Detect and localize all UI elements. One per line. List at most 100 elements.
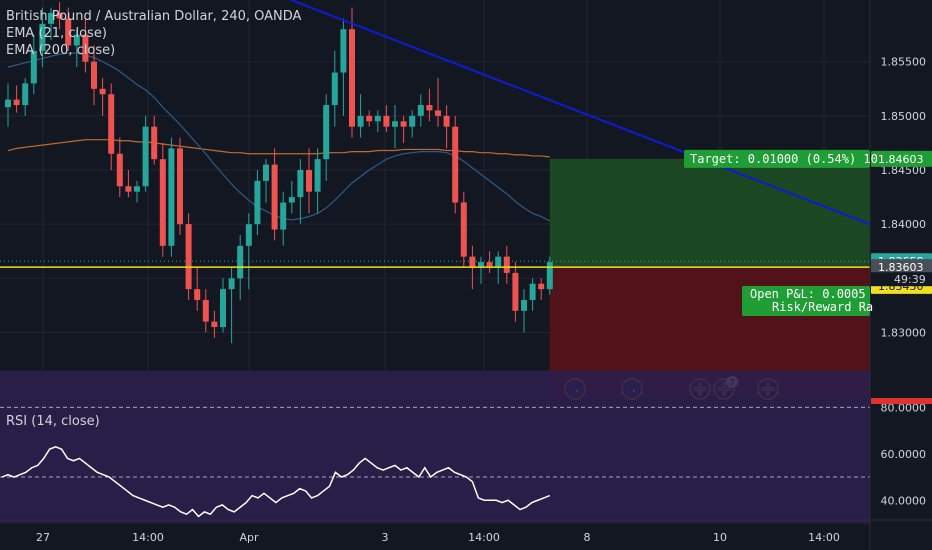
rsi-tick-label: 60.0000 bbox=[881, 448, 927, 461]
chart-title: British Pound / Australian Dollar, 240, … bbox=[6, 9, 302, 24]
profit-zone bbox=[549, 158, 870, 268]
candle bbox=[357, 115, 364, 127]
ema-200-line bbox=[7, 139, 550, 158]
candle bbox=[280, 202, 287, 230]
candle bbox=[546, 262, 553, 290]
candle bbox=[503, 256, 510, 273]
rsi-tick-label: 80.0000 bbox=[881, 401, 927, 414]
time-axis: 27 14:00 Apr 3 14:00 8 10 14:00 bbox=[0, 519, 932, 544]
candle bbox=[65, 18, 72, 46]
candle bbox=[323, 105, 330, 160]
candle bbox=[443, 115, 450, 127]
candle bbox=[400, 121, 407, 127]
candle bbox=[22, 83, 29, 106]
candle bbox=[297, 170, 304, 198]
candle bbox=[469, 256, 476, 268]
candle bbox=[314, 159, 321, 192]
candle bbox=[202, 299, 209, 322]
candle bbox=[409, 115, 416, 127]
candle bbox=[486, 262, 493, 268]
candle bbox=[159, 159, 166, 246]
candle bbox=[211, 321, 218, 328]
target-box-text: Target: 0.01000 (0.54%) 10 bbox=[690, 152, 878, 166]
candle bbox=[245, 224, 252, 246]
candle bbox=[331, 72, 338, 106]
trend-line bbox=[288, 0, 871, 226]
candle bbox=[495, 256, 502, 268]
candle bbox=[177, 148, 183, 225]
candle bbox=[56, 12, 63, 19]
candle bbox=[435, 110, 441, 116]
candle bbox=[366, 115, 373, 122]
candle bbox=[521, 299, 527, 311]
ema-21-line bbox=[7, 52, 551, 222]
candle bbox=[5, 99, 11, 108]
price-tick-label: 1.85500 bbox=[881, 56, 927, 69]
price-tick-label: 1.83000 bbox=[881, 326, 927, 339]
candle bbox=[426, 105, 433, 111]
price-tag-label: 1.84603 bbox=[878, 153, 924, 166]
trade-labels: Target: 0.01000 (0.54%) 10 Open P&L: 0.00… bbox=[684, 149, 878, 316]
drawn-lines bbox=[0, 0, 871, 268]
price-tick-label: 1.85000 bbox=[881, 110, 927, 123]
candle bbox=[99, 88, 106, 95]
candle bbox=[108, 94, 115, 154]
rsi-pane bbox=[0, 370, 932, 524]
price-tag-entry bbox=[871, 259, 932, 276]
time-tick-label: 8 bbox=[584, 531, 591, 544]
price-tag-label: 1.83603 bbox=[878, 261, 924, 274]
candle bbox=[39, 23, 46, 51]
ema-fast-legend: EMA (21, close) bbox=[6, 26, 107, 41]
candle bbox=[460, 202, 467, 257]
time-tick-label: 14:00 bbox=[808, 531, 840, 544]
price-tick-label: 1.84000 bbox=[881, 218, 927, 231]
candle bbox=[82, 34, 89, 62]
candle bbox=[263, 164, 269, 181]
candle bbox=[151, 126, 158, 160]
target-box bbox=[684, 149, 870, 168]
position-zones bbox=[549, 158, 870, 396]
candle bbox=[134, 186, 140, 192]
rsi-legend: RSI (14, close) bbox=[6, 414, 100, 429]
candle bbox=[512, 272, 519, 311]
pnl-box bbox=[742, 286, 870, 316]
ema-lines bbox=[7, 52, 551, 222]
candle bbox=[237, 245, 244, 279]
candle bbox=[142, 126, 149, 187]
candle bbox=[91, 61, 97, 89]
price-axis: 1.85500 1.85000 1.84500 1.84000 1.83000 80.00… bbox=[869, 0, 932, 550]
candle bbox=[48, 12, 54, 24]
candle bbox=[73, 34, 80, 46]
candle bbox=[349, 29, 355, 127]
rsi-tick-label: 40.0000 bbox=[881, 494, 927, 507]
candles bbox=[5, 2, 553, 344]
candle bbox=[288, 197, 295, 203]
candle bbox=[220, 289, 226, 328]
candle bbox=[538, 283, 545, 290]
candle bbox=[13, 99, 20, 106]
candle bbox=[374, 115, 381, 122]
countdown-label: 49:39 bbox=[894, 273, 926, 286]
time-tick-label: 27 bbox=[36, 531, 50, 544]
candle bbox=[417, 105, 424, 116]
rsi-line bbox=[1, 446, 551, 518]
time-tick-label: 14:00 bbox=[132, 531, 164, 544]
time-tick-label: Apr bbox=[239, 531, 259, 544]
candle bbox=[125, 186, 132, 192]
candle bbox=[392, 121, 398, 127]
candle bbox=[168, 148, 175, 246]
time-tick-label: 10 bbox=[713, 531, 727, 544]
candle bbox=[116, 153, 123, 187]
price-tick-label: 1.84500 bbox=[881, 164, 927, 177]
countdown-bg bbox=[871, 272, 932, 287]
candle bbox=[306, 170, 312, 192]
candle bbox=[271, 164, 278, 230]
candle bbox=[30, 50, 37, 84]
ema-slow-legend: EMA (200, close) bbox=[6, 43, 116, 58]
candle bbox=[340, 29, 347, 73]
candle bbox=[478, 262, 484, 268]
pnl-box-line1: Open P&L: 0.0005 bbox=[750, 287, 866, 301]
pnl-box-line2: Risk/Reward Ra bbox=[772, 300, 873, 314]
rsi-band bbox=[0, 370, 870, 524]
